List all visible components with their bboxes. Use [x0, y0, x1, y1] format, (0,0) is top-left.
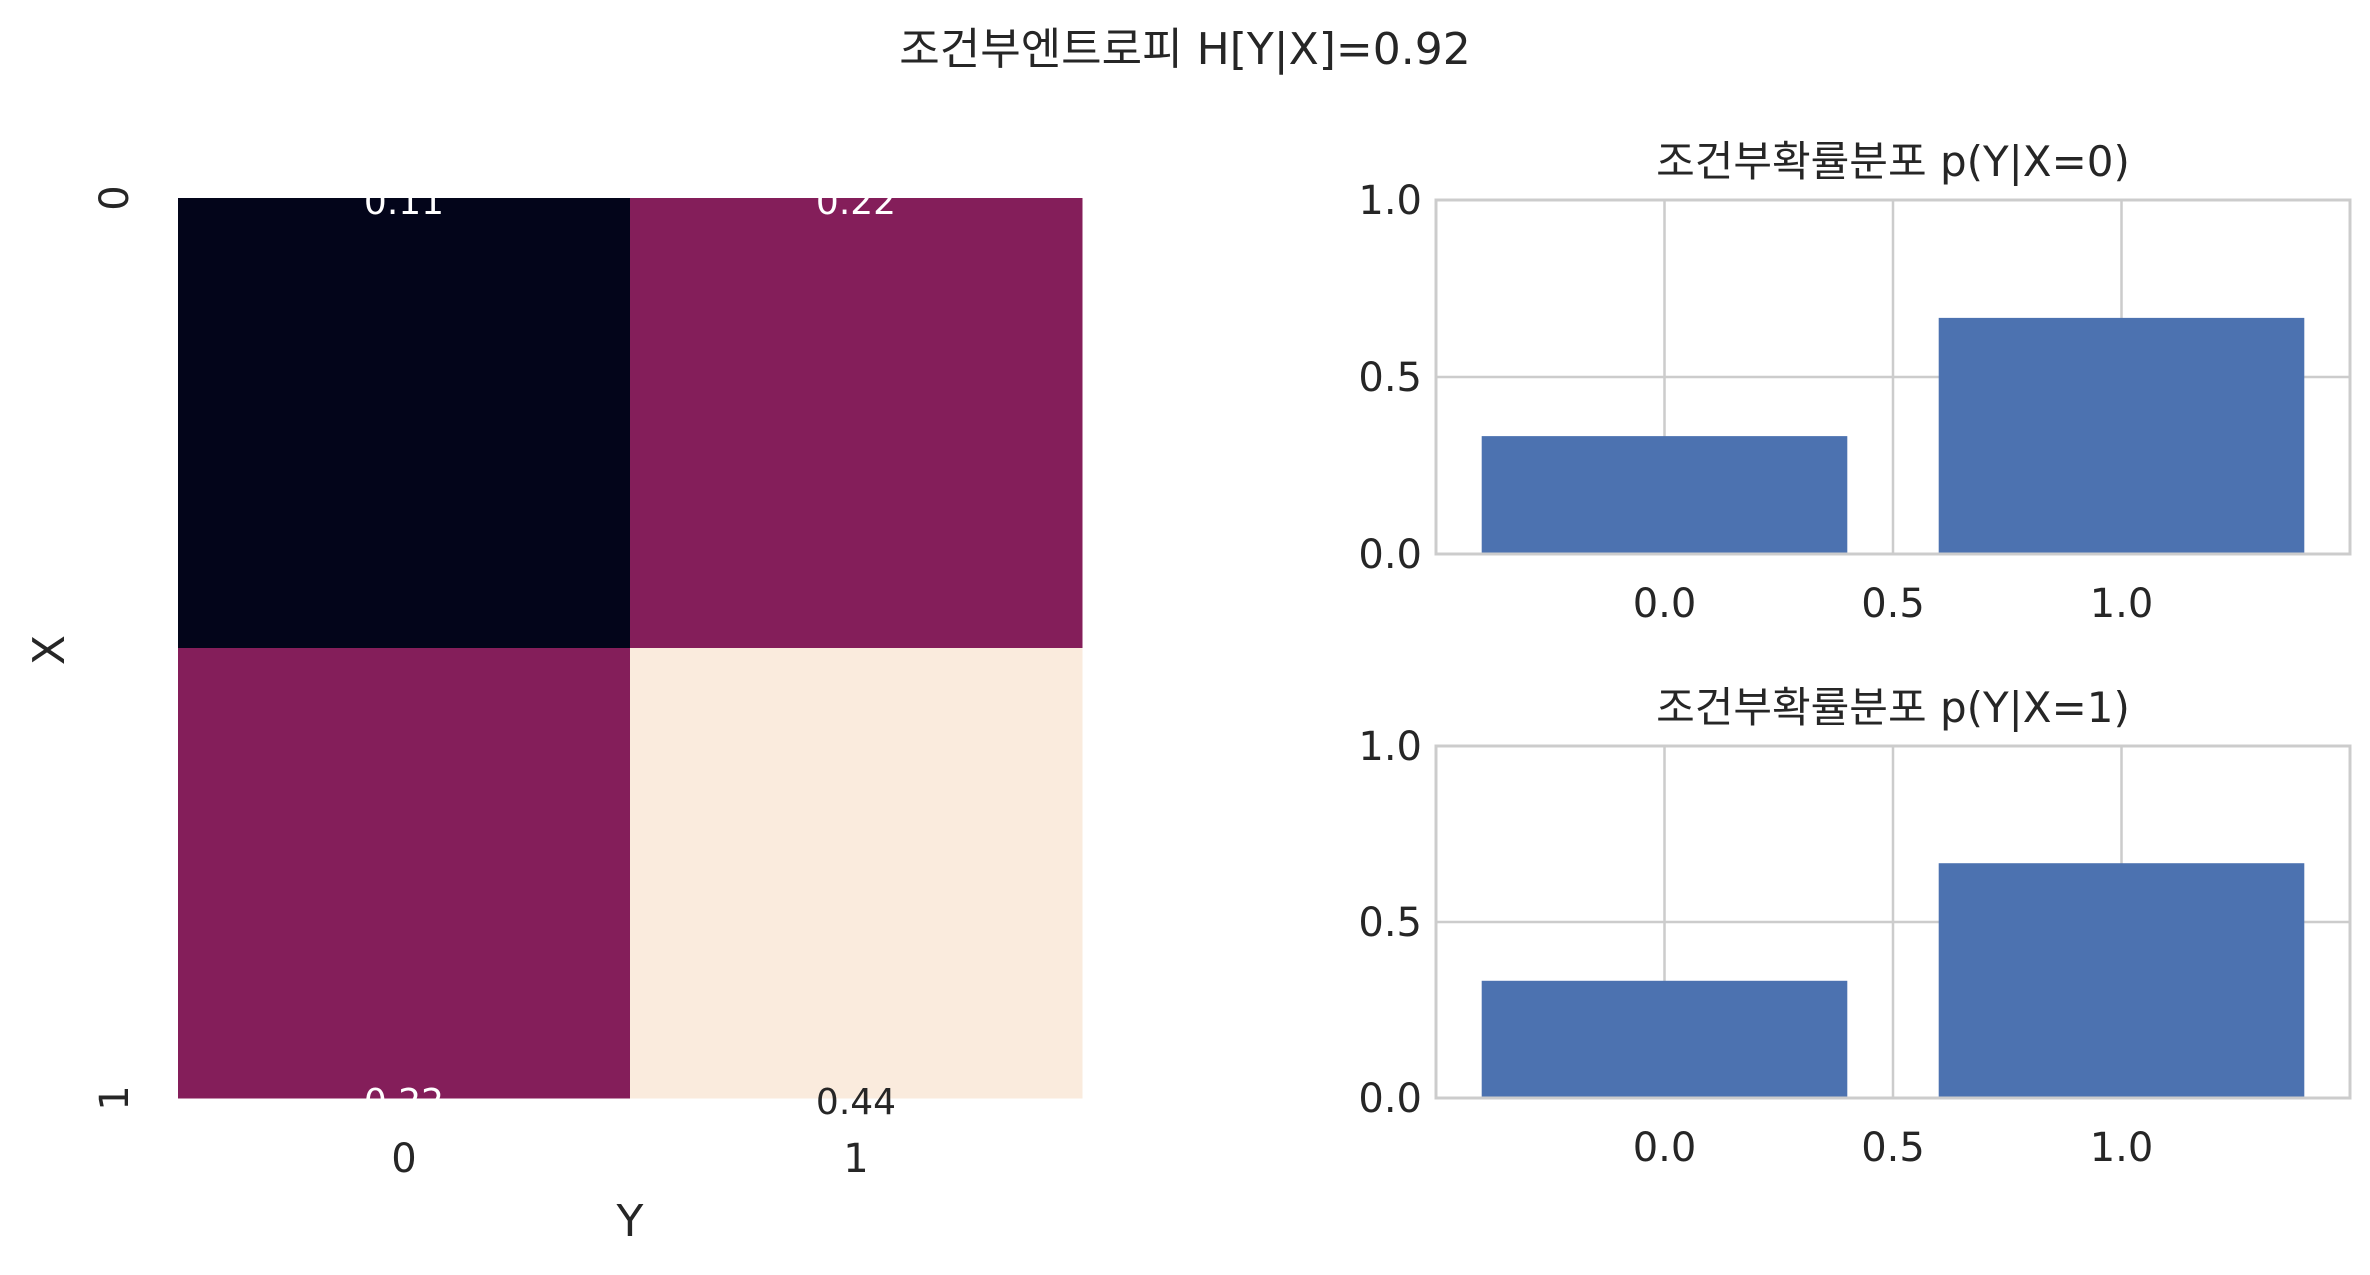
heatmap-y-tick-label: 1 [92, 1085, 138, 1110]
bar-panel-x0: 0.0 0.5 1.0 0.0 0.5 1.0 조건부확률분포 p(Y|X=0) [1358, 137, 2352, 627]
plot-frame [1434, 198, 2352, 556]
heatmap-x-tick-label: 0 [391, 1136, 416, 1182]
x-tick-label: 0.0 [1633, 1125, 1697, 1171]
heatmap-cell [630, 198, 1083, 649]
heatmap-cell [178, 198, 631, 649]
y-tick-label: 1.0 [1358, 724, 1422, 770]
heatmap-x-tick-label: 1 [843, 1136, 868, 1182]
plot-frame [1434, 744, 2352, 1100]
bar-chart-title: 조건부확률분포 p(Y|X=1) [1656, 683, 2130, 732]
heatmap-cell-label: 0.44 [816, 1082, 896, 1123]
x-tick-label: 0.5 [1861, 1125, 1925, 1171]
heatmap-cell [178, 648, 631, 1099]
heatmap-y-tick-label: 0 [92, 185, 138, 210]
y-tick-label: 0.5 [1358, 900, 1422, 946]
y-tick-label: 1.0 [1358, 178, 1422, 224]
y-tick-label: 0.0 [1358, 1076, 1422, 1122]
heatmap-cell [630, 648, 1083, 1099]
bar [1481, 980, 1848, 1098]
heatmap-cell-label: 0.22 [364, 1082, 444, 1123]
heatmap-y-axis-label: X [24, 635, 75, 665]
heatmap-cell-label: 0.22 [816, 182, 896, 223]
y-tick-label: 0.0 [1358, 532, 1422, 578]
bar-chart-title: 조건부확률분포 p(Y|X=0) [1656, 137, 2130, 186]
bar [1481, 436, 1848, 554]
bar [1938, 863, 2305, 1098]
x-tick-label: 0.0 [1633, 581, 1697, 627]
x-tick-label: 1.0 [2090, 1125, 2154, 1171]
figure-suptitle: 조건부엔트로피 H[Y|X]=0.92 [899, 24, 1470, 75]
heatmap-panel: 0.11 0.22 0.22 0.44 0 1 0 1 Y X [24, 182, 1083, 1247]
heatmap-x-axis-label: Y [616, 1196, 644, 1247]
bar [1938, 317, 2305, 554]
heatmap-cell-label: 0.11 [364, 182, 444, 223]
bar-panel-x1: 0.0 0.5 1.0 0.0 0.5 1.0 조건부확률분포 p(Y|X=1) [1358, 683, 2352, 1171]
x-tick-label: 0.5 [1861, 581, 1925, 627]
x-tick-label: 1.0 [2090, 581, 2154, 627]
y-tick-label: 0.5 [1358, 355, 1422, 401]
